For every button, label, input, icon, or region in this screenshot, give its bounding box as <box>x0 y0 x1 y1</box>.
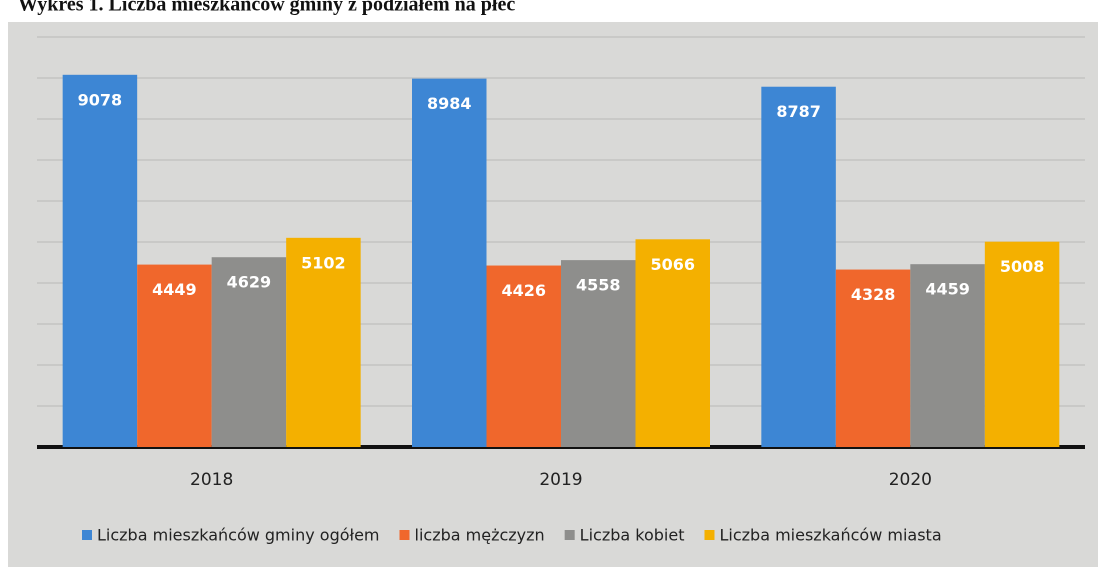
data-label: 4426 <box>501 281 546 300</box>
legend-label: Liczba mieszkańców miasta <box>719 526 941 545</box>
data-label: 4328 <box>851 285 896 304</box>
bar <box>286 237 361 447</box>
chart-title: Wykres 1. Liczba mieszkańców gminy z pod… <box>18 0 515 16</box>
bar <box>835 269 911 447</box>
data-label: 8984 <box>427 94 472 113</box>
x-tick-label: 2020 <box>889 470 932 490</box>
legend-swatch <box>564 530 575 540</box>
bar <box>984 241 1060 447</box>
data-label: 5102 <box>301 253 346 272</box>
legend-label: Liczba mieszkańców gminy ogółem <box>97 526 380 545</box>
bar <box>211 257 287 447</box>
bar <box>412 78 487 447</box>
data-label: 8787 <box>776 102 821 121</box>
legend-swatch <box>704 530 715 540</box>
x-tick-label: 2018 <box>190 470 233 490</box>
legend-label: liczba mężczyzn <box>415 526 545 545</box>
bar <box>486 265 561 447</box>
bar <box>561 260 636 447</box>
bar <box>761 86 836 447</box>
bar <box>635 239 710 447</box>
data-label: 4629 <box>227 273 272 292</box>
legend-label: Liczba kobiet <box>580 526 685 545</box>
bar <box>62 74 138 447</box>
data-label: 5066 <box>650 255 695 274</box>
legend-swatch <box>82 530 92 540</box>
bar <box>910 264 985 447</box>
data-label: 9078 <box>78 90 123 109</box>
bar <box>137 264 212 447</box>
data-label: 5008 <box>1000 257 1045 276</box>
data-label: 4558 <box>576 276 621 295</box>
data-label: 4459 <box>925 280 970 299</box>
legend-swatch <box>399 530 410 540</box>
data-label: 4449 <box>152 280 197 299</box>
x-tick-label: 2019 <box>539 470 582 490</box>
